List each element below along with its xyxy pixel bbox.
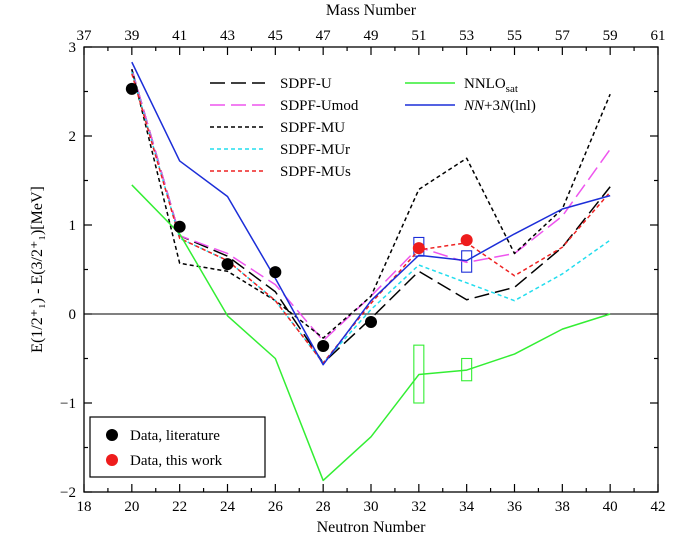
- data-legend-frame: [89, 416, 266, 478]
- legend-label-nnlo: NNLOsat: [464, 76, 518, 95]
- x-tick-label: 32: [411, 499, 426, 515]
- x-tick-label: 26: [268, 499, 284, 515]
- legend-marker-data-this-work: [106, 454, 118, 466]
- top-tick-label: 51: [411, 28, 426, 44]
- x-tick-label: 22: [172, 499, 187, 515]
- series-line-nn-3n-lnl: [131, 61, 611, 366]
- top-tick-label: 47: [316, 28, 332, 44]
- top-tick-label: 49: [364, 28, 379, 44]
- series-line-sdpf-mur: [131, 71, 611, 364]
- legend-label-sdpf-mur: SDPF-MUr: [280, 142, 350, 158]
- legend-label-sdpf-mu: SDPF-MU: [280, 120, 345, 136]
- x-tick-label: 20: [124, 499, 139, 515]
- series-line-sdpf-mu: [131, 69, 611, 339]
- legend-label-nn-3n-lnl: NN+3N(lnl): [463, 98, 536, 114]
- top-tick-label: 57: [555, 28, 571, 44]
- series-line-sdpf-mus: [131, 73, 611, 364]
- x-tick-label: 36: [507, 499, 523, 515]
- series-line-nnlo: [131, 184, 611, 482]
- uncertainty-box-nnlo: [461, 357, 473, 382]
- legend-label-sdpf-mus: SDPF-MUs: [280, 164, 351, 180]
- x-tick-label: 30: [364, 499, 379, 515]
- uncertainty-boxes: [413, 236, 473, 404]
- legend-label-data-literature: Data, literature: [130, 428, 220, 444]
- y-tick-label: 2: [69, 129, 77, 145]
- data-point-data-literature: [269, 266, 282, 279]
- x-tick-label: 24: [220, 499, 236, 515]
- x-tick-label: 42: [651, 499, 666, 515]
- legend-marker-data-literature: [106, 429, 118, 441]
- data-point-data-literature: [221, 258, 234, 271]
- x-tick-label: 34: [459, 499, 475, 515]
- x-tick-label: 38: [555, 499, 570, 515]
- legend-label-sdpf-umod: SDPF-Umod: [280, 98, 359, 114]
- x-tick-label: 28: [316, 499, 331, 515]
- y-tick-label: −1: [60, 396, 76, 412]
- top-tick-label: 45: [268, 28, 283, 44]
- top-tick-label: 37: [77, 28, 93, 44]
- data-point-data-literature: [125, 82, 138, 95]
- x-tick-label: 40: [603, 499, 618, 515]
- data-point-data-literature: [365, 316, 377, 329]
- series-legend: SDPF-U SDPF-Umod SDPF-MU SDPF-MUr SDPF-MUs NN…: [210, 76, 536, 180]
- series-lines: [131, 61, 611, 482]
- top-tick-label: 61: [651, 28, 666, 44]
- top-axis-title: Mass Number: [326, 2, 417, 19]
- y-axis-title: E(1/2⁺₁) - E(3/2⁺₁)[MeV]: [29, 186, 46, 353]
- top-tick-label: 53: [459, 28, 474, 44]
- data-legend: Data, literature Data, this work: [89, 416, 266, 478]
- y-tick-label: 0: [69, 307, 77, 323]
- top-tick-label: 41: [172, 28, 187, 44]
- top-tick-label: 55: [507, 28, 522, 44]
- y-tick-label: 1: [69, 218, 77, 234]
- axis-ticks: [83, 46, 659, 493]
- x-axis-title: Neutron Number: [317, 519, 427, 536]
- data-point-data-this-work: [412, 242, 425, 255]
- y-tick-label: −2: [60, 485, 76, 501]
- data-point-data-literature: [173, 220, 186, 233]
- data-points: [125, 82, 473, 353]
- legend-label-data-this-work: Data, this work: [130, 453, 223, 469]
- legend-label-sdpf-u: SDPF-U: [280, 76, 332, 92]
- top-tick-label: 59: [603, 28, 618, 44]
- data-point-data-literature: [317, 340, 330, 353]
- x-tick-label: 18: [77, 499, 92, 515]
- data-point-data-this-work: [460, 234, 473, 247]
- top-tick-label: 43: [220, 28, 235, 44]
- y-tick-label: 3: [69, 40, 77, 56]
- top-tick-label: 39: [124, 28, 139, 44]
